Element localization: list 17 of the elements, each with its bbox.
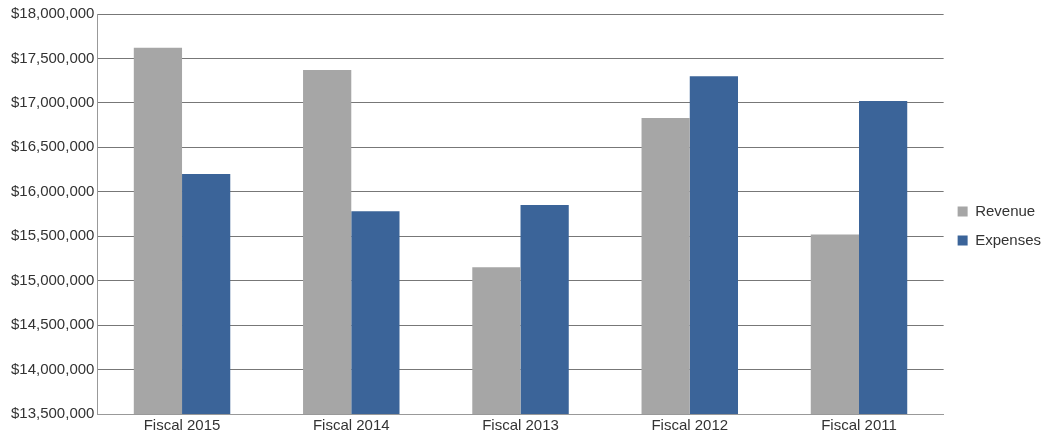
y-tick-label: $15,500,000: [10, 226, 95, 244]
legend-label: Revenue: [975, 201, 1036, 219]
y-tick-label: $17,000,000: [10, 93, 95, 111]
legend-label: Expenses: [975, 230, 1041, 248]
y-tick-label: $17,500,000: [10, 48, 95, 66]
y-tick-label: $16,500,000: [10, 137, 95, 155]
y-tick-label: $14,000,000: [10, 359, 95, 377]
y-tick-label: $13,500,000: [10, 404, 95, 422]
x-tick-label: Fiscal 2011: [821, 416, 897, 434]
y-tick-label: $14,500,000: [10, 315, 95, 333]
y-tick-label: $16,000,000: [10, 181, 95, 199]
x-tick-label: Fiscal 2012: [651, 416, 729, 434]
y-tick-label: $18,000,000: [10, 4, 95, 22]
x-tick-label: Fiscal 2015: [143, 416, 221, 434]
x-tick-label: Fiscal 2014: [312, 416, 390, 434]
y-tick-label: $15,000,000: [10, 270, 95, 288]
x-tick-label: Fiscal 2013: [482, 416, 559, 434]
